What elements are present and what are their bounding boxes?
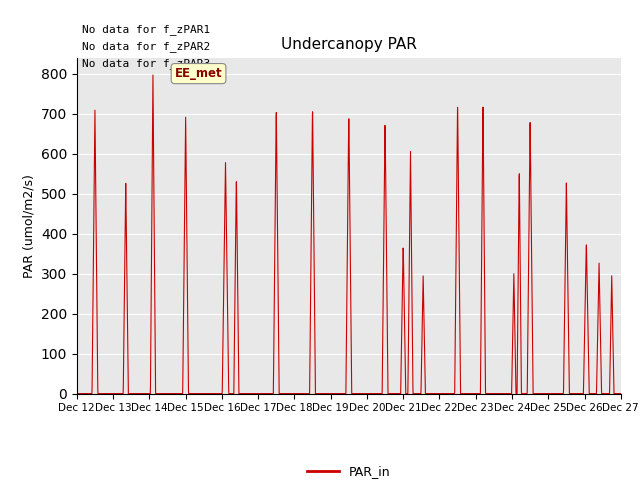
- Y-axis label: PAR (umol/m2/s): PAR (umol/m2/s): [22, 174, 35, 277]
- Text: No data for f_zPAR2: No data for f_zPAR2: [82, 41, 211, 52]
- Text: No data for f_zPAR3: No data for f_zPAR3: [82, 58, 211, 69]
- Text: EE_met: EE_met: [175, 67, 222, 80]
- Legend: PAR_in: PAR_in: [302, 460, 396, 480]
- Text: No data for f_zPAR1: No data for f_zPAR1: [82, 24, 211, 35]
- Title: Undercanopy PAR: Undercanopy PAR: [281, 37, 417, 52]
